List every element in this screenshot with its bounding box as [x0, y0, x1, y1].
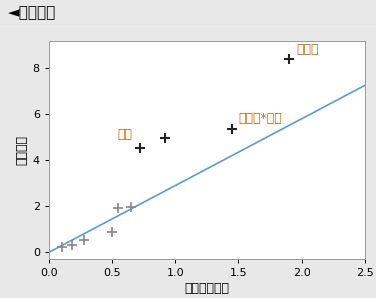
Y-axis label: 绝对对比: 绝对对比: [15, 135, 29, 165]
Text: 崇化剂*温度: 崇化剂*温度: [238, 111, 282, 125]
Text: ◄半正态图: ◄半正态图: [8, 5, 56, 20]
Text: 崇化剂: 崇化剂: [297, 43, 319, 55]
X-axis label: 半正态分位数: 半正态分位数: [184, 283, 229, 295]
Text: 温度: 温度: [117, 128, 132, 141]
